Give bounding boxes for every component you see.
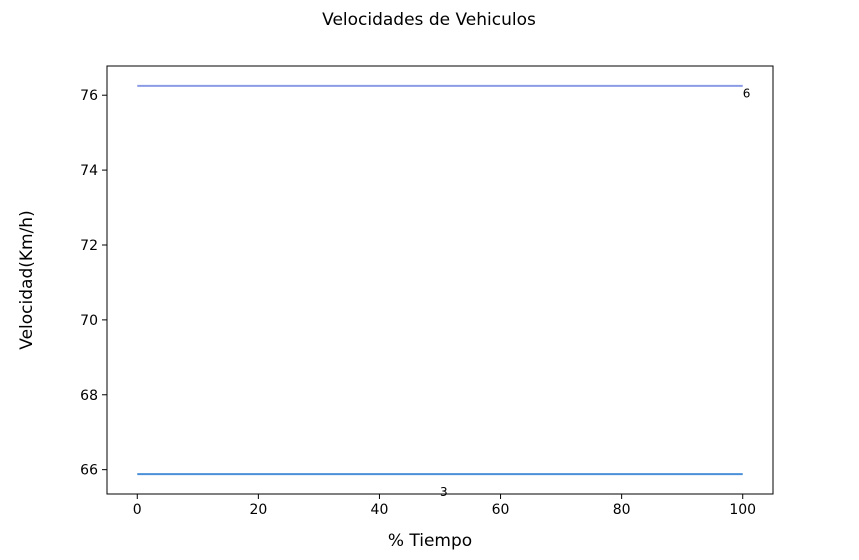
y-tick-label: 66 <box>80 463 98 479</box>
plot-area <box>106 65 774 495</box>
x-tick-label: 100 <box>729 502 756 518</box>
x-axis: 0 20 40 60 80 100 <box>133 494 756 518</box>
y-tick-label: 76 <box>80 88 98 104</box>
series-annotation-1: 6 <box>743 86 751 100</box>
y-tick-label: 68 <box>80 388 98 404</box>
series-annotation-2: 3 <box>440 485 448 499</box>
x-tick-label: 40 <box>371 502 389 518</box>
y-axis-label: Velocidad(Km/h) <box>17 210 37 349</box>
y-axis: 66 68 70 72 74 76 <box>80 88 107 479</box>
x-tick-label: 20 <box>249 502 267 518</box>
x-tick-label: 0 <box>133 502 142 518</box>
x-tick-label: 80 <box>613 502 631 518</box>
y-tick-label: 74 <box>80 163 98 179</box>
x-tick-label: 60 <box>492 502 510 518</box>
y-tick-label: 72 <box>80 238 98 254</box>
y-tick-label: 70 <box>80 313 98 329</box>
series-layer: 63 <box>137 84 751 499</box>
chart-title: Velocidades de Vehiculos <box>322 10 536 30</box>
x-axis-label: % Tiempo <box>388 531 472 551</box>
